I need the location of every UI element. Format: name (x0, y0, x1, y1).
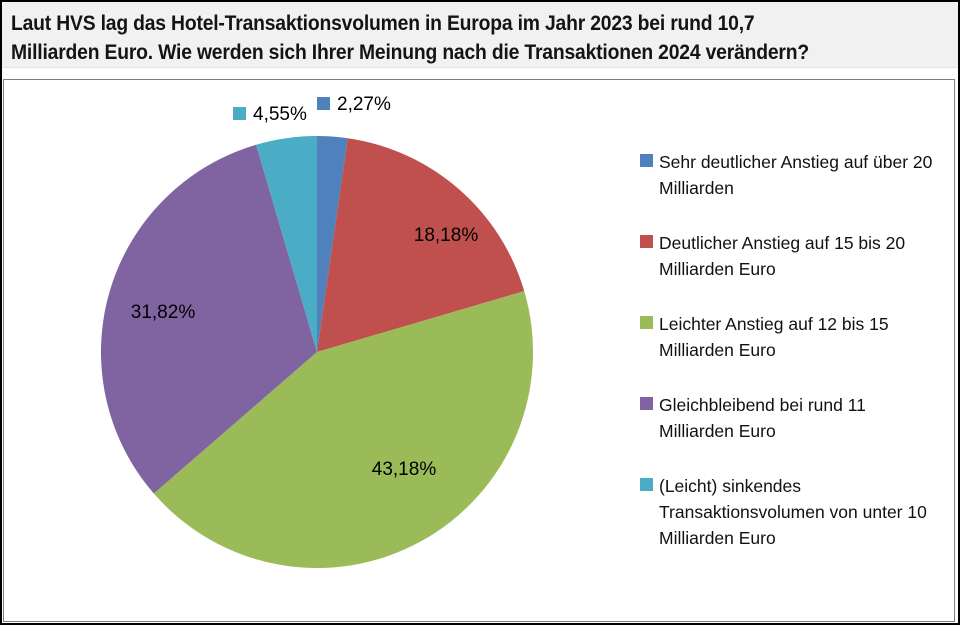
label-key-square-teal-icon (233, 107, 246, 120)
legend-swatch-teal-icon (640, 478, 653, 491)
legend-label: Leichter Anstieg auf 12 bis 15 Milliarde… (659, 314, 889, 360)
pie-slice-4 (100, 144, 317, 494)
legend-swatch-purple-icon (640, 397, 653, 410)
legend-label: Gleichbleibend bei rund 11 Milliarden Eu… (659, 395, 866, 441)
legend-label: Deutlicher Anstieg auf 15 bis 20 Milliar… (659, 233, 906, 279)
pie-slice-3 (153, 291, 533, 569)
legend-label: (Leicht) sinkendes Transaktionsvolumen v… (659, 476, 927, 548)
legend-item-leichter-anstieg: Leichter Anstieg auf 12 bis 15 Milliarde… (640, 311, 952, 363)
question-header: Laut HVS lag das Hotel-Transaktionsvolum… (2, 2, 958, 68)
data-label-deutlicher-anstieg: 18,18% (413, 225, 479, 246)
pie-slice-1 (317, 135, 348, 352)
legend-item-sehr-deutlicher-anstieg: Sehr deutlicher Anstieg auf über 20 Mill… (640, 149, 952, 201)
pie-slice-5 (256, 136, 317, 352)
legend-item-deutlicher-anstieg: Deutlicher Anstieg auf 15 bis 20 Milliar… (640, 230, 952, 282)
data-label-value: 2,27% (337, 94, 391, 115)
data-label-sehr-deutlicher-anstieg: 2,27% (317, 94, 391, 115)
label-key-square-blue-icon (317, 97, 330, 110)
data-label-leicht-sinkendes: 4,55% (233, 104, 307, 125)
legend-label: Sehr deutlicher Anstieg auf über 20 Mill… (659, 152, 933, 198)
legend-item-leicht-sinkendes: (Leicht) sinkendes Transaktionsvolumen v… (640, 473, 952, 551)
legend-swatch-red-icon (640, 235, 653, 248)
question-title: Laut HVS lag das Hotel-Transaktionsvolum… (11, 12, 809, 64)
legend-item-gleichbleibend: Gleichbleibend bei rund 11 Milliarden Eu… (640, 392, 952, 444)
legend-swatch-blue-icon (640, 154, 653, 167)
legend-swatch-green-icon (640, 316, 653, 329)
data-label-gleichbleibend: 31,82% (130, 302, 196, 323)
pie-slice-2 (317, 138, 525, 352)
data-label-value: 4,55% (253, 104, 307, 125)
data-label-leichter-anstieg: 43,18% (371, 459, 437, 480)
